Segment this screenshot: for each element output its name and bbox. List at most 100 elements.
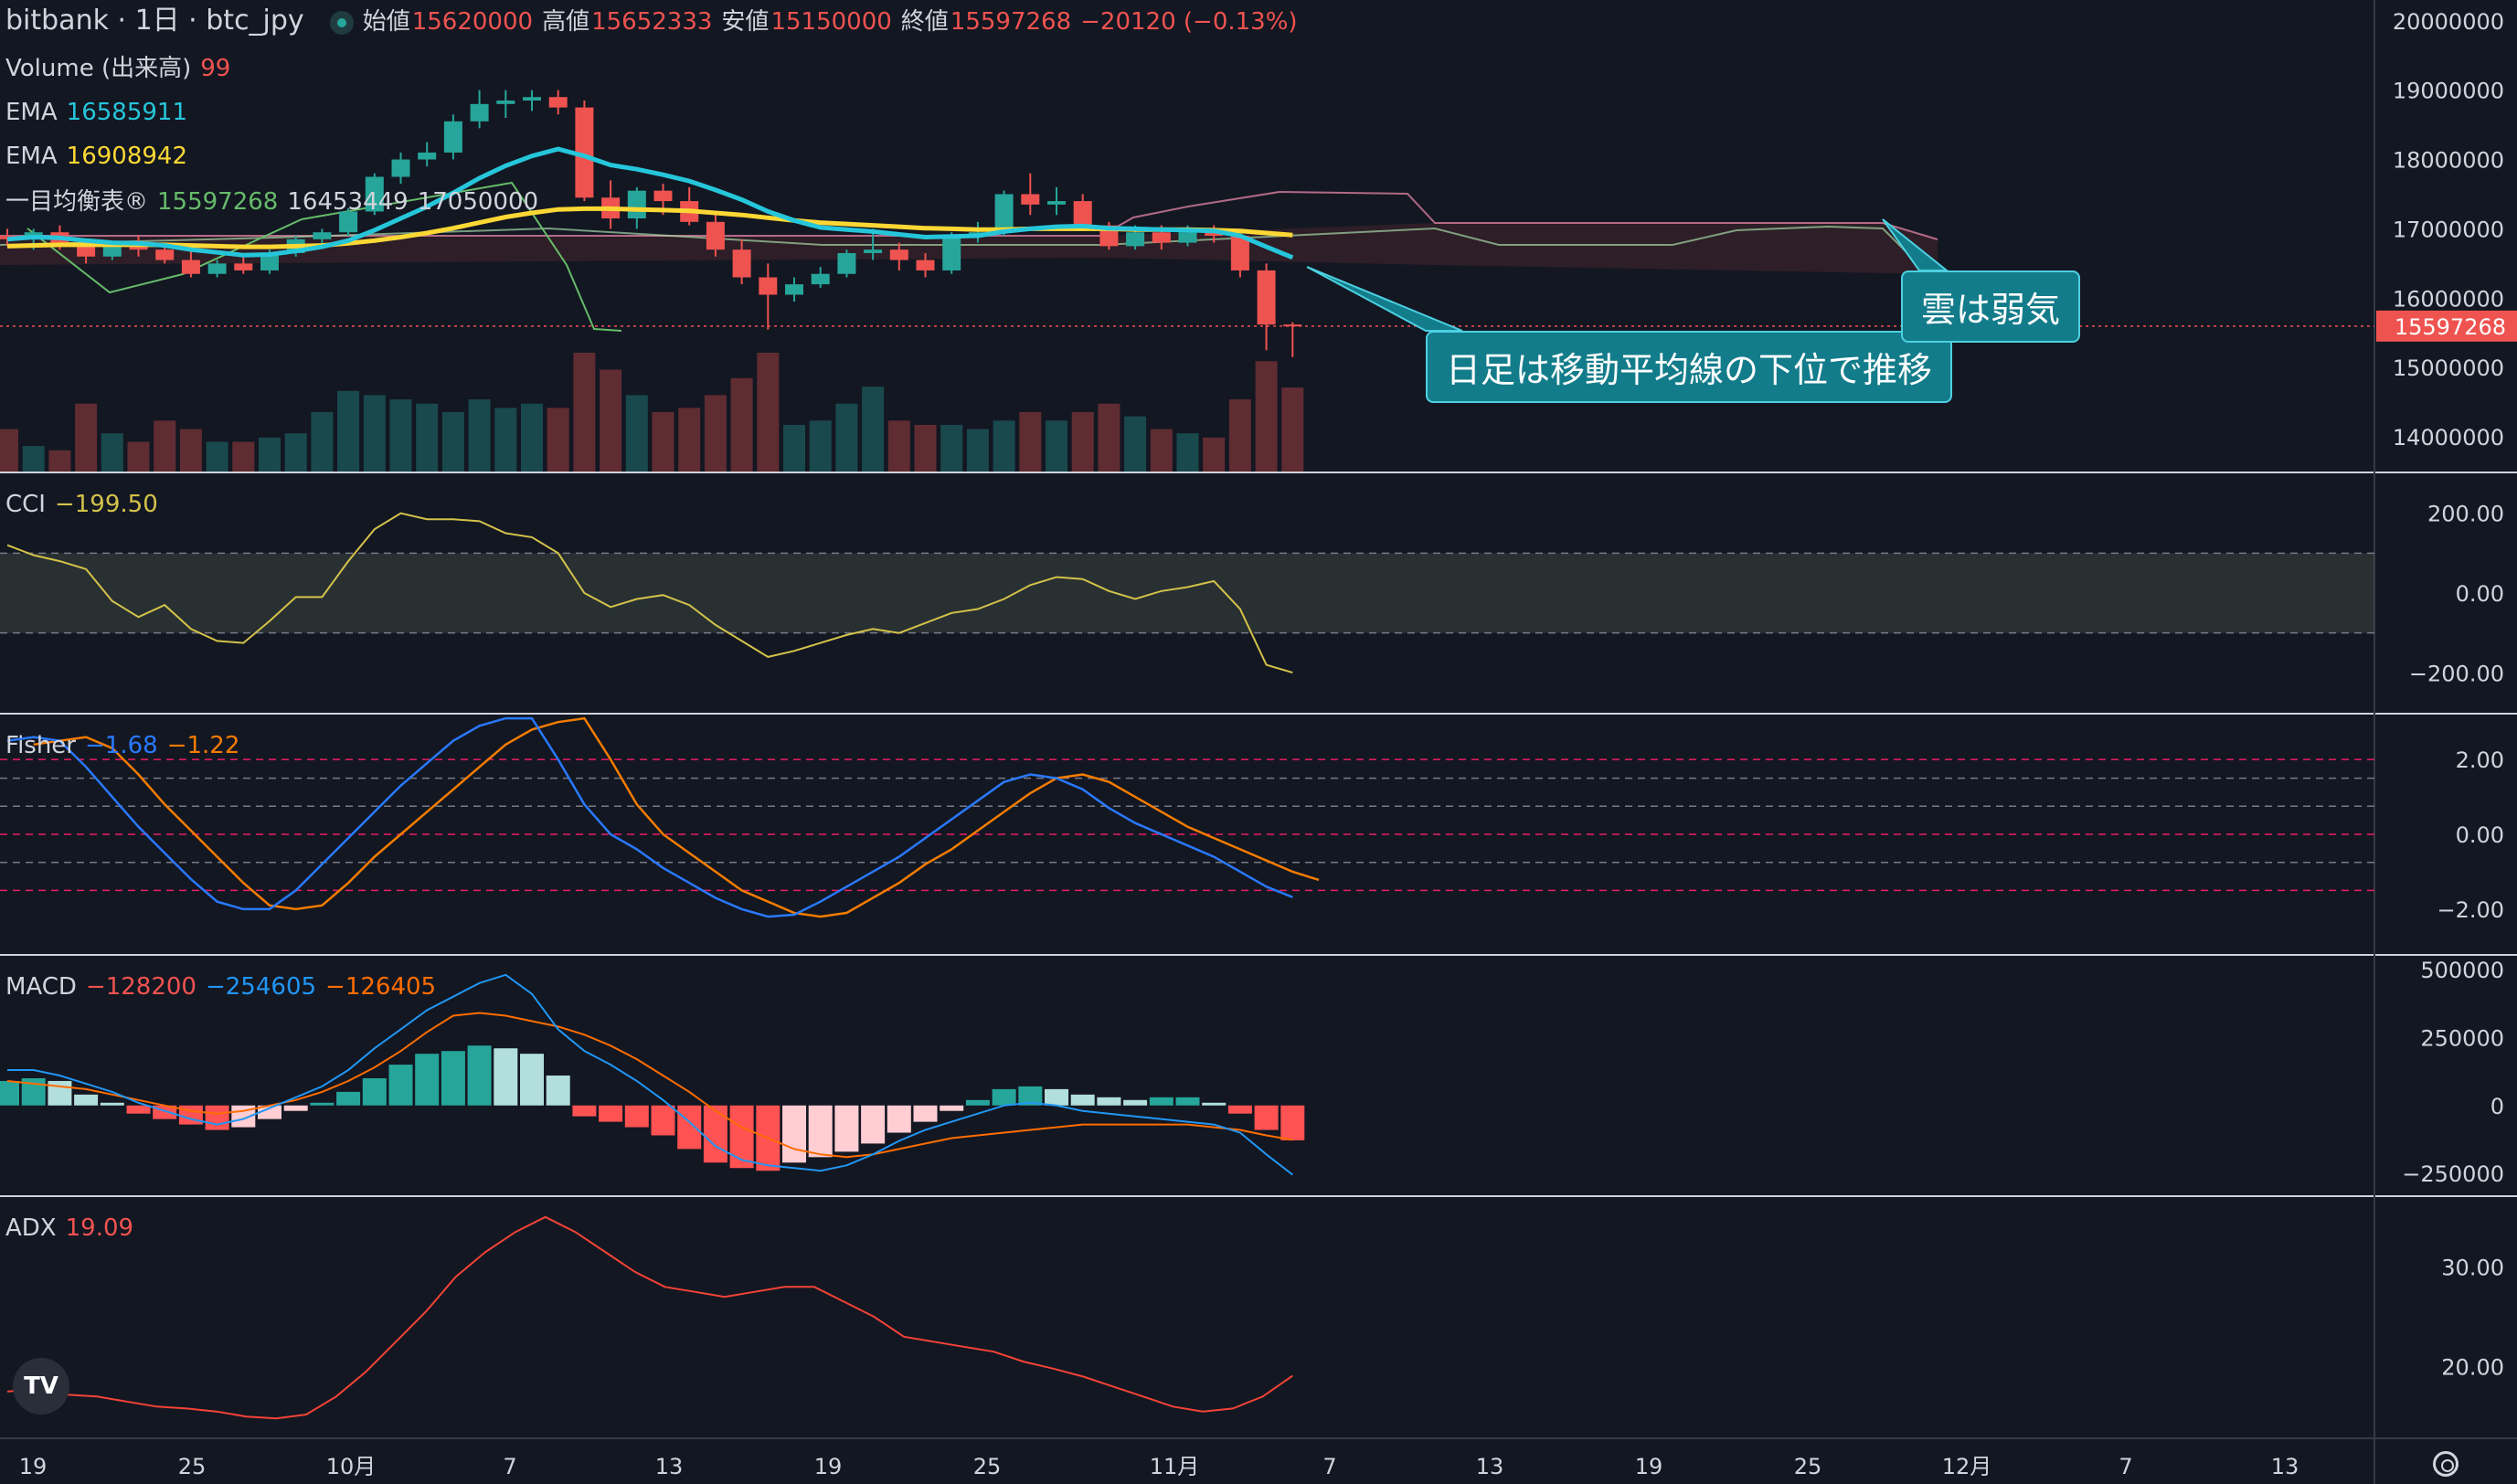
candle-body bbox=[496, 101, 515, 104]
macd-histogram-bar bbox=[205, 1105, 229, 1130]
volume-bar bbox=[1255, 361, 1278, 472]
fisher-line bbox=[6, 716, 1293, 918]
macd-histogram-bar bbox=[1070, 1094, 1095, 1106]
candle-body bbox=[1283, 324, 1302, 327]
volume-value: 99 bbox=[200, 55, 231, 82]
candle-body bbox=[102, 246, 122, 257]
fisher-tick-label: −2.00 bbox=[2437, 897, 2504, 923]
volume-bar bbox=[652, 412, 674, 472]
price-tick-label: 16000000 bbox=[2393, 286, 2504, 312]
time-tick-label: 7 bbox=[2119, 1454, 2132, 1479]
macd-histogram-bar bbox=[992, 1088, 1016, 1106]
adx-legend[interactable]: ADX 19.09 bbox=[5, 1213, 143, 1244]
volume-bar bbox=[521, 403, 543, 472]
volume-bar bbox=[363, 395, 386, 472]
ema1-legend[interactable]: EMA 16585911 bbox=[5, 97, 196, 128]
macd-histogram-bar bbox=[336, 1091, 361, 1106]
macd-histogram-bar bbox=[441, 1051, 465, 1106]
ema-fast-line bbox=[6, 146, 1294, 260]
header-legend: bitbank · 1日 · btc_jpy 始値15620000 高値156523… bbox=[5, 5, 1307, 37]
macd-label: MACD bbox=[5, 973, 77, 1001]
fisher-trigger-line bbox=[33, 716, 1320, 918]
macd-histogram-bar bbox=[126, 1105, 151, 1114]
volume-bar bbox=[389, 399, 412, 472]
macd-histogram-bar bbox=[520, 1054, 544, 1106]
macd-histogram-bar bbox=[572, 1105, 597, 1117]
high-value: 15652333 bbox=[591, 8, 713, 36]
fisher-legend[interactable]: Fisher −1.68 −1.22 bbox=[5, 730, 249, 761]
macd-histogram-bar bbox=[283, 1105, 308, 1111]
annotation-cloud[interactable]: 雲は弱気 bbox=[1901, 270, 2081, 343]
candle-body bbox=[1178, 232, 1197, 243]
candle-body bbox=[942, 236, 961, 270]
price-tick-label: 17000000 bbox=[2393, 217, 2504, 242]
time-tick-label: 25 bbox=[1794, 1454, 1822, 1479]
adx-line bbox=[6, 1215, 1293, 1420]
macd-histogram-bar bbox=[100, 1102, 124, 1106]
volume-bar bbox=[22, 446, 45, 472]
annotation-below-ma[interactable]: 日足は移動平均線の下位で推移 bbox=[1426, 331, 1953, 403]
candle-body bbox=[207, 263, 227, 274]
volume-legend[interactable]: Volume (出来高) 99 bbox=[5, 53, 239, 84]
volume-bar bbox=[1176, 433, 1199, 472]
macd-histogram-bar bbox=[651, 1105, 675, 1136]
macd-tick-label: 250000 bbox=[2420, 1025, 2504, 1051]
volume-bar bbox=[704, 395, 727, 472]
macd-histogram-bar bbox=[1254, 1105, 1279, 1130]
macd-histogram-bar bbox=[1097, 1097, 1121, 1106]
price-tick-label: 20000000 bbox=[2393, 9, 2504, 35]
macd-histogram-bar bbox=[729, 1105, 754, 1169]
macd-legend[interactable]: MACD −128200 −254605 −126405 bbox=[5, 971, 445, 1002]
cci-band bbox=[0, 553, 2374, 633]
low-value: 15150000 bbox=[770, 8, 892, 36]
candle-body bbox=[811, 273, 830, 285]
candle-body bbox=[313, 232, 332, 239]
ema2-legend[interactable]: EMA 16908942 bbox=[5, 141, 196, 172]
ichimoku-value-2: 16453449 bbox=[287, 188, 409, 216]
candle-body bbox=[889, 249, 908, 260]
price-tick-label: 19000000 bbox=[2393, 79, 2504, 104]
macd-histogram-bar bbox=[887, 1105, 911, 1133]
macd-histogram-bar bbox=[1280, 1105, 1305, 1140]
volume-bar bbox=[573, 353, 596, 472]
high-label: 高値 bbox=[542, 8, 590, 36]
candle-body bbox=[916, 260, 935, 270]
tradingview-logo[interactable]: TV bbox=[13, 1358, 69, 1415]
last-price-badge bbox=[2376, 310, 2517, 342]
ema-slow-line bbox=[6, 206, 1293, 249]
volume-bar bbox=[783, 424, 805, 472]
ichimoku-lagging-span bbox=[27, 181, 622, 332]
candle-body bbox=[181, 260, 200, 274]
adx-label: ADX bbox=[5, 1214, 57, 1242]
volume-bar bbox=[1150, 429, 1173, 472]
fisher-label: Fisher bbox=[5, 732, 76, 759]
macd-value-1: −128200 bbox=[85, 973, 196, 1001]
volume-bar bbox=[809, 420, 832, 472]
macd-histogram-bar bbox=[1227, 1105, 1252, 1114]
cci-tick-label: −200.00 bbox=[2409, 661, 2504, 686]
macd-line bbox=[7, 973, 1293, 1176]
cci-legend[interactable]: CCI −199.50 bbox=[5, 489, 167, 520]
ichimoku-span-a bbox=[0, 225, 1938, 275]
time-tick-label: 13 bbox=[1476, 1454, 1504, 1479]
macd-histogram-bar bbox=[546, 1076, 570, 1106]
close-value: 15597268 bbox=[950, 8, 1072, 36]
settings-icon[interactable] bbox=[2433, 1451, 2459, 1477]
macd-histogram-bar bbox=[965, 1099, 990, 1106]
symbol-title[interactable]: bitbank · 1日 · btc_jpy bbox=[5, 5, 304, 37]
ichimoku-legend[interactable]: 一目均衡表® 15597268 16453449 17050000 bbox=[5, 186, 547, 217]
volume-bar bbox=[887, 420, 910, 472]
volume-bar bbox=[101, 433, 123, 472]
volume-bar bbox=[127, 441, 150, 472]
adx-value: 19.09 bbox=[65, 1214, 134, 1242]
candle-body bbox=[1152, 232, 1171, 243]
cci-tick-label: 200.00 bbox=[2427, 502, 2504, 527]
candle-body bbox=[759, 277, 778, 295]
candle-body bbox=[732, 249, 751, 278]
macd-histogram-bar bbox=[834, 1105, 859, 1152]
macd-histogram-bar bbox=[599, 1105, 623, 1122]
adx-tick-label: 30.00 bbox=[2441, 1255, 2504, 1280]
macd-value-3: −126405 bbox=[325, 973, 437, 1001]
volume-bar bbox=[1046, 420, 1067, 472]
